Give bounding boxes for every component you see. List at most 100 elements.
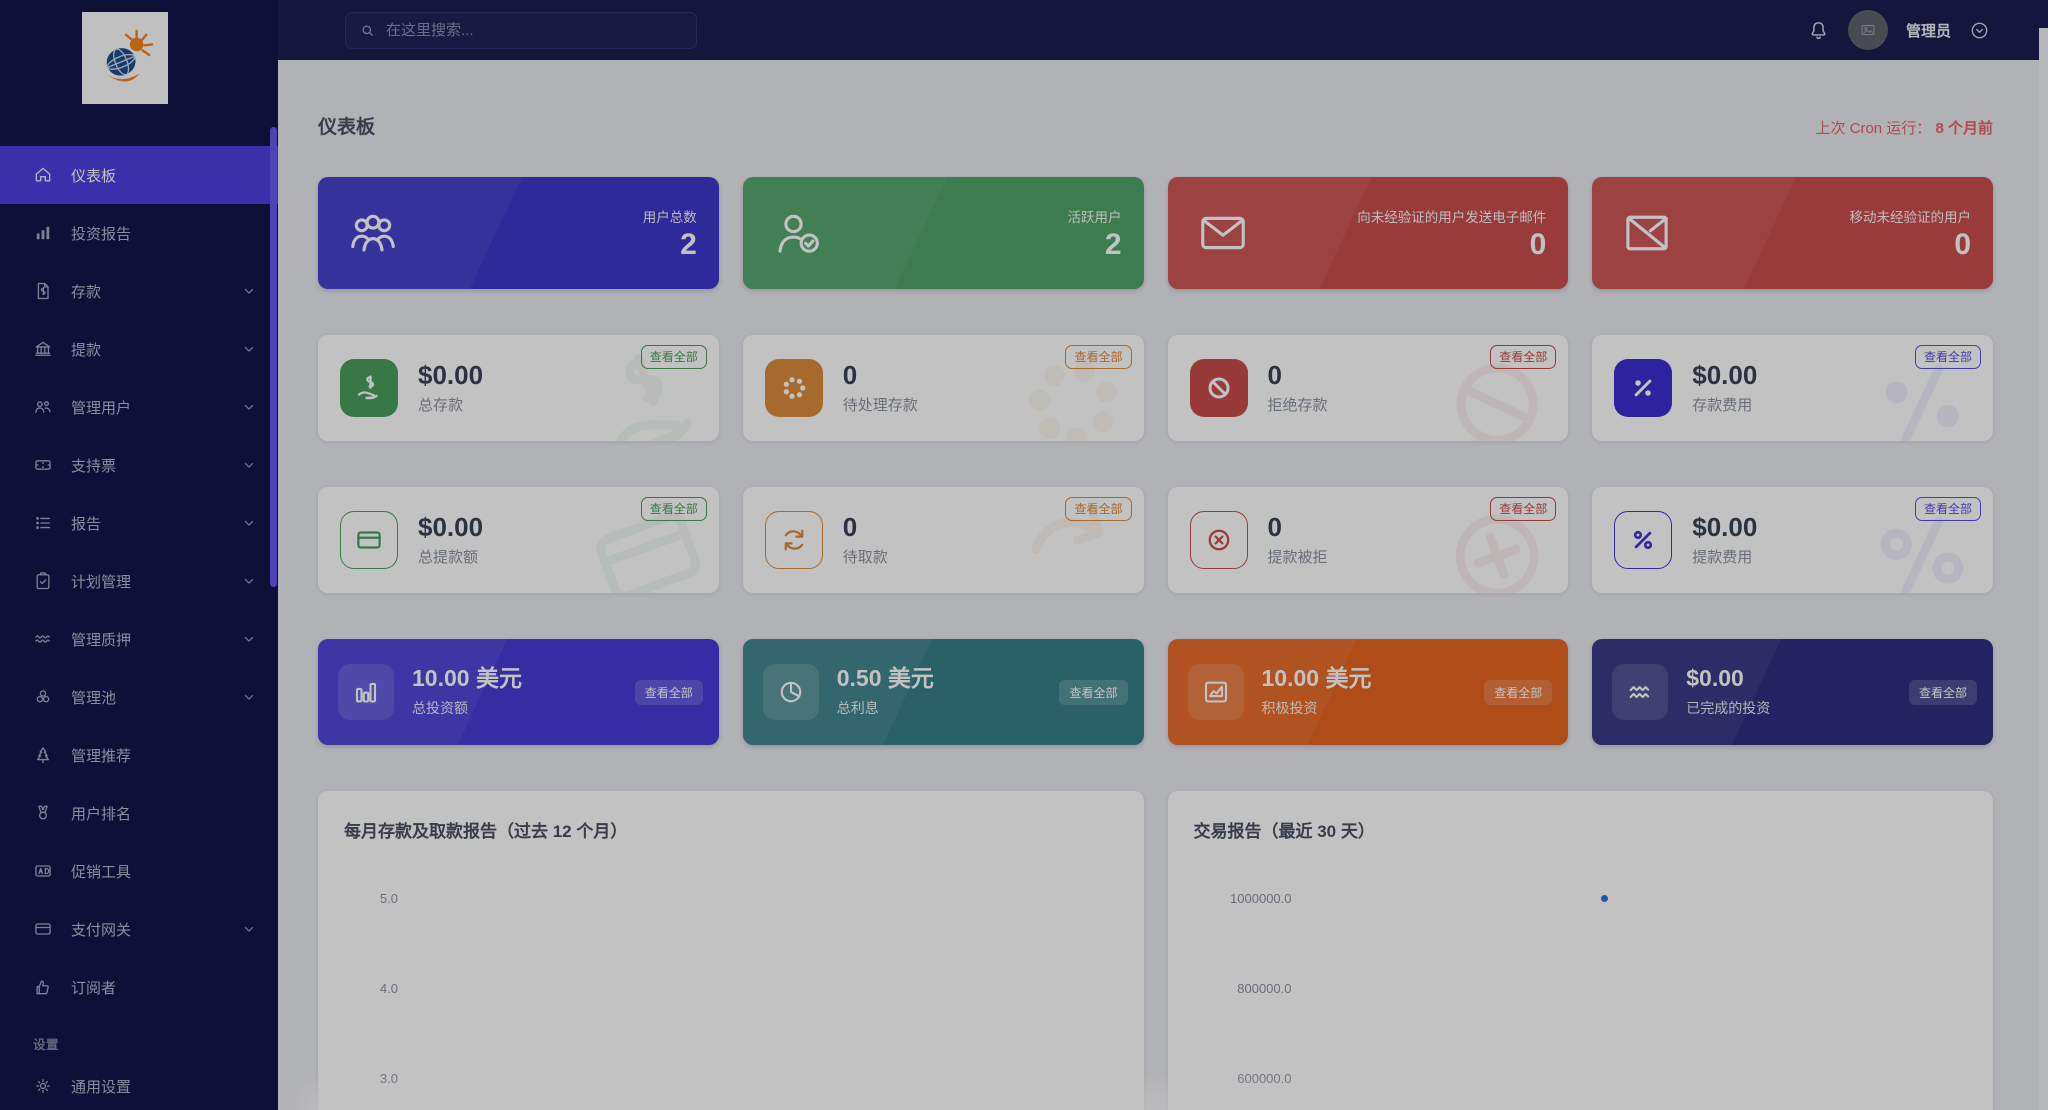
- stat-value: $0.00: [418, 511, 484, 542]
- file-invoice-dollar-icon: [33, 281, 53, 301]
- investment-cards-row: 10.00 美元 总投资额 查看全部 0.50 美元 总利息 查看全部 10.00 …: [318, 639, 1993, 745]
- sidebar-item-reports[interactable]: 报告: [0, 494, 278, 552]
- pool-balls-icon: [33, 687, 53, 707]
- search-input[interactable]: [386, 22, 666, 39]
- spinner-icon: [764, 359, 823, 417]
- sidebar-item-label: 提款: [71, 341, 102, 359]
- stat-value: 0: [842, 359, 858, 390]
- sidebar-scrollbar[interactable]: [270, 127, 277, 587]
- sidebar-item-deposits[interactable]: 存款: [0, 262, 278, 320]
- stat-label: 活跃用户: [1067, 210, 1122, 225]
- mail-slash-icon: [1620, 206, 1674, 260]
- watermark-icon: [996, 487, 1144, 593]
- sidebar-item-subscribers[interactable]: 订阅者: [0, 958, 278, 1016]
- active-users-card[interactable]: 活跃用户 2: [742, 177, 1144, 289]
- view-all-link[interactable]: 查看全部: [634, 679, 703, 705]
- total-users-card[interactable]: 用户总数 2: [318, 177, 719, 289]
- chevron-down-circle-icon[interactable]: [1969, 20, 1990, 41]
- view-all-link[interactable]: 查看全部: [1059, 679, 1128, 705]
- y-axis-tick: 800000.0: [1237, 981, 1292, 996]
- sidebar-item-support-tickets[interactable]: 支持票: [0, 436, 278, 494]
- sidebar-item-manage-referral[interactable]: 管理推荐: [0, 726, 278, 784]
- view-all-link[interactable]: 查看全部: [1914, 345, 1981, 369]
- title-row: 仪表板 上次 Cron 运行： 8 个月前: [318, 112, 1993, 139]
- view-all-link[interactable]: 查看全部: [1914, 497, 1981, 521]
- watermark-icon: [1420, 335, 1568, 441]
- user-check-icon: [771, 206, 825, 260]
- sidebar-item-investment-report[interactable]: 投资报告: [0, 204, 278, 262]
- stat-label: 向未经验证的用户发送电子邮件: [1357, 210, 1547, 225]
- sidebar-item-label: 存款: [71, 283, 102, 301]
- home-icon: [33, 165, 53, 185]
- sidebar-item-dashboard[interactable]: 仪表板: [0, 146, 278, 204]
- sidebar-item-withdrawals[interactable]: 提款: [0, 320, 278, 378]
- gear-icon: [33, 1076, 53, 1096]
- percent-icon: [1614, 511, 1673, 569]
- stat-label: 总提款额: [418, 549, 479, 567]
- sidebar-item-plan-management[interactable]: 计划管理: [0, 552, 278, 610]
- users-group-icon: [346, 206, 400, 260]
- email-unverified-card[interactable]: 向未经验证的用户发送电子邮件 0: [1167, 177, 1569, 289]
- sidebar-item-promo-tools[interactable]: 促销工具: [0, 842, 278, 900]
- stat-value: 10.00 美元: [1261, 665, 1372, 692]
- notification-bell-icon[interactable]: [1807, 19, 1830, 42]
- view-all-link[interactable]: 查看全部: [1490, 345, 1557, 369]
- page-scrollbar[interactable]: [2039, 28, 2048, 1110]
- view-all-link[interactable]: 查看全部: [1065, 345, 1132, 369]
- avatar[interactable]: [1847, 10, 1888, 50]
- stat-value: 0: [1529, 228, 1547, 261]
- view-all-link[interactable]: 查看全部: [640, 497, 707, 521]
- percent-icon: [1614, 359, 1673, 417]
- rejected-withdrawal-card: 查看全部 0 提款被拒: [1167, 487, 1569, 593]
- sidebar-item-manage-staking[interactable]: 管理质押: [0, 610, 278, 668]
- sidebar-item-label: 支持票: [71, 457, 117, 475]
- user-name[interactable]: 管理员: [1905, 22, 1951, 40]
- tree-icon: [33, 745, 53, 765]
- stat-label: 总存款: [418, 397, 464, 415]
- chevron-down-icon: [242, 516, 256, 530]
- credit-card-icon: [340, 511, 398, 569]
- total-invest-card: 10.00 美元 总投资额 查看全部: [318, 639, 719, 745]
- chevron-down-icon: [242, 458, 256, 472]
- sidebar-item-label: 通用设置: [71, 1078, 132, 1096]
- sidebar-item-general-settings[interactable]: 通用设置: [0, 1057, 278, 1110]
- stat-label: 积极投资: [1261, 699, 1318, 716]
- view-all-link[interactable]: 查看全部: [1908, 679, 1977, 705]
- cron-label: 上次 Cron 运行：: [1815, 120, 1932, 137]
- ticket-icon: [33, 455, 53, 475]
- view-all-link[interactable]: 查看全部: [1065, 497, 1132, 521]
- sidebar-item-manage-users[interactable]: 管理用户: [0, 378, 278, 436]
- watermark-icon: [1845, 335, 1993, 441]
- stat-label: 待取款: [842, 549, 888, 567]
- pending-withdrawal-card: 查看全部 0 待取款: [742, 487, 1144, 593]
- view-all-link[interactable]: 查看全部: [640, 345, 707, 369]
- sidebar-item-label: 管理池: [71, 689, 117, 707]
- sidebar-item-payment-gateway[interactable]: 支付网关: [0, 900, 278, 958]
- list-icon: [33, 513, 53, 533]
- stat-value: 2: [1104, 228, 1122, 261]
- settings-section-label: 设置: [33, 1038, 60, 1052]
- mobile-unverified-card[interactable]: 移动未经验证的用户 0: [1592, 177, 1993, 289]
- sidebar-item-label: 管理推荐: [71, 747, 132, 765]
- chevron-down-icon: [242, 574, 256, 588]
- total-interest-card: 0.50 美元 总利息 查看全部: [742, 639, 1144, 745]
- y-axis-tick: 3.0: [379, 1071, 398, 1086]
- active-invest-card: 10.00 美元积极投资 查看全部: [1167, 639, 1569, 745]
- stat-label: 移动未经验证的用户: [1849, 210, 1972, 225]
- sidebar-item-user-ranking[interactable]: 用户排名: [0, 784, 278, 842]
- view-all-link[interactable]: 查看全部: [1484, 679, 1553, 705]
- view-all-link[interactable]: 查看全部: [1490, 497, 1557, 521]
- sidebar-item-label: 计划管理: [71, 573, 132, 591]
- ad-icon: [33, 861, 53, 881]
- sidebar-item-manage-pool[interactable]: 管理池: [0, 668, 278, 726]
- circle-x-icon: [1189, 511, 1248, 569]
- app-logo[interactable]: [82, 12, 168, 104]
- pie-chart-icon: [762, 664, 819, 720]
- transaction-report-chart: 交易报告（最近 30 天） 1000000.0 800000.0 600000.…: [1167, 791, 1993, 1110]
- refresh-icon: [764, 511, 823, 569]
- sidebar-item-label: 支付网关: [71, 921, 132, 939]
- watermark-icon: [996, 335, 1144, 441]
- sidebar-nav: 仪表板 投资报告 存款 提款 管理用户 支持票 报告: [0, 146, 278, 1110]
- charts-row: 每月存款及取款报告（过去 12 个月） 5.0 4.0 3.0 交易报告（最近 …: [318, 791, 1993, 1110]
- stat-value: $0.00: [418, 359, 484, 390]
